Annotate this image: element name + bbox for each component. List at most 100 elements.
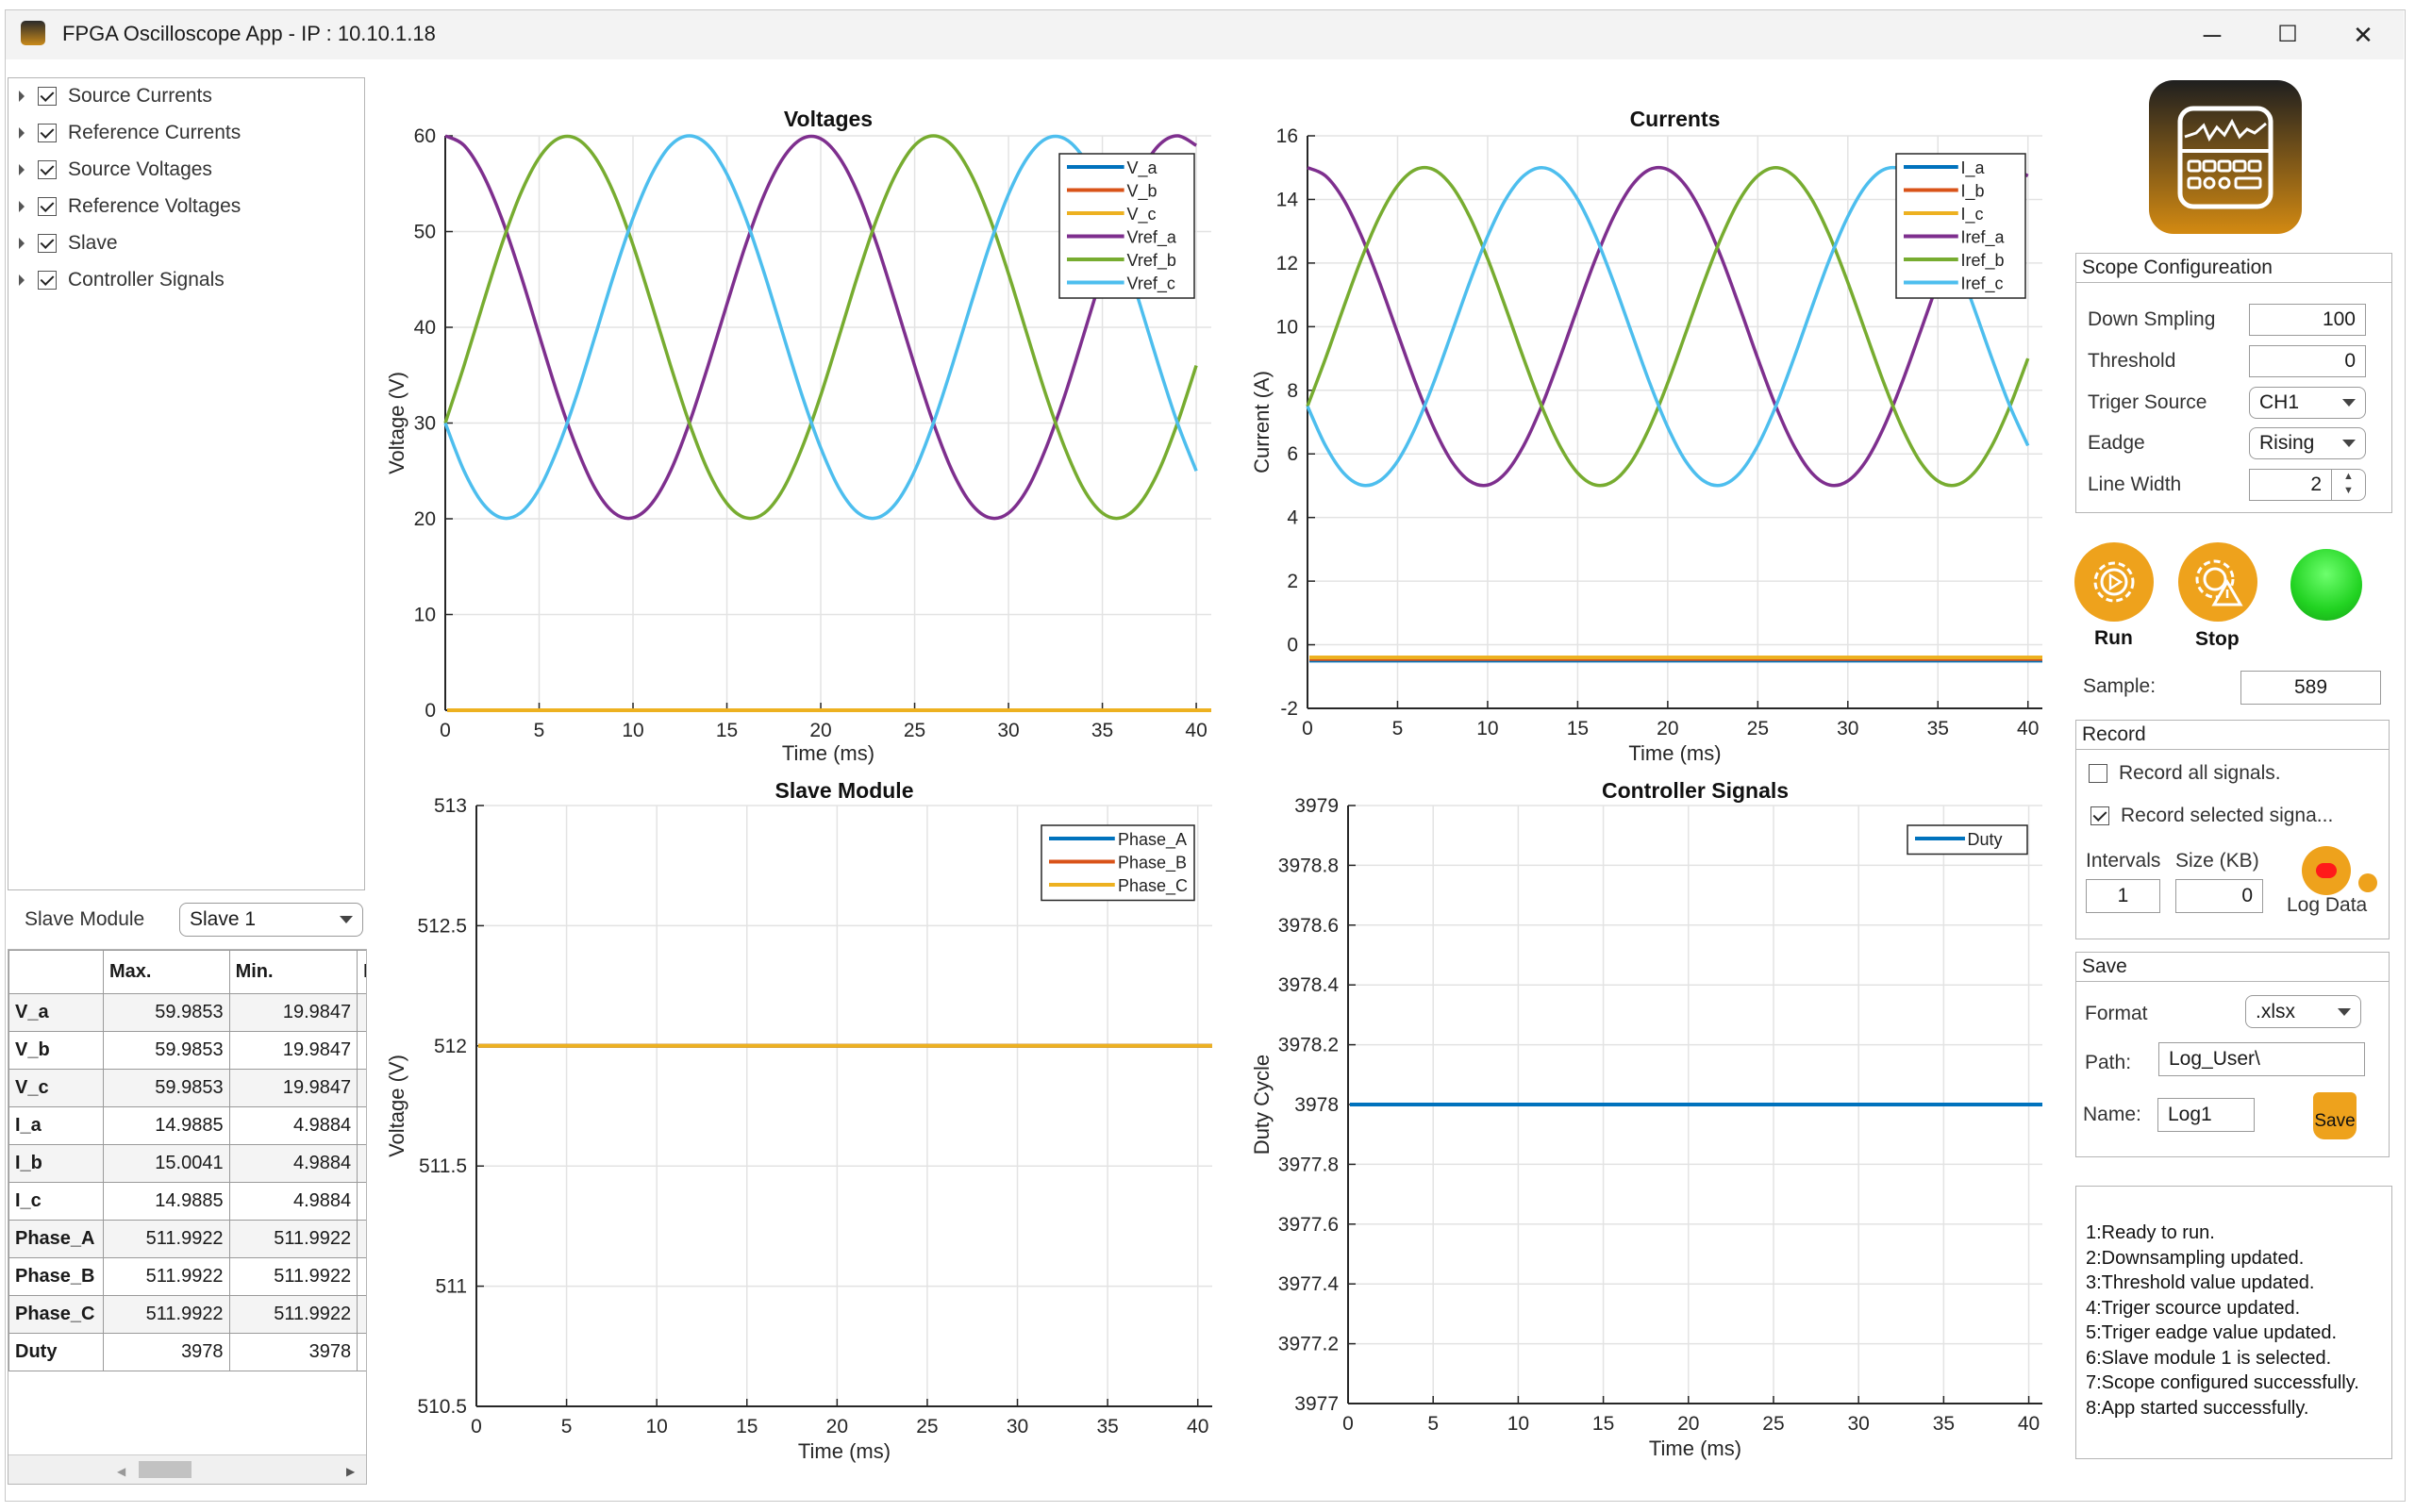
scroll-left-icon[interactable]: ◀ — [117, 1465, 126, 1478]
legend-box — [1058, 153, 1195, 299]
trigger-source-dropdown[interactable]: CH1 — [2249, 387, 2366, 419]
max-cell: 59.9853 — [102, 1069, 230, 1107]
y-tick-label: 3978.2 — [1278, 1035, 1339, 1056]
intervals-input[interactable]: 1 — [2086, 879, 2160, 913]
x-tick-label: 20 — [826, 1416, 848, 1437]
column-header[interactable] — [8, 950, 104, 994]
log-message: 7:Scope configured successfully. — [2086, 1372, 2359, 1393]
y-axis-label: Current (A) — [1250, 371, 1274, 474]
trigger-source-value: CH1 — [2259, 391, 2300, 413]
row-label: I_a — [8, 1106, 104, 1145]
checkbox-checked[interactable] — [38, 234, 57, 253]
horizontal-scrollbar[interactable]: ◀ ▶ — [8, 1454, 366, 1484]
down-sampling-input[interactable]: 100 — [2249, 304, 2366, 336]
tree-item[interactable]: Source Voltages — [19, 156, 212, 184]
x-axis-label: Time (ms) — [798, 1439, 891, 1463]
x-axis-label: Time (ms) — [782, 741, 874, 765]
x-tick-label: 30 — [1847, 1413, 1869, 1435]
y-tick-label: 512 — [434, 1036, 467, 1057]
checkbox-checked[interactable] — [38, 197, 57, 216]
tree-item[interactable]: Reference Currents — [19, 119, 241, 147]
chart-title: Slave Module — [775, 778, 914, 803]
table-row: Phase_C 511.9922 511.9922 — [8, 1295, 366, 1334]
checkbox-checked[interactable] — [38, 160, 57, 179]
expand-arrow-icon[interactable] — [19, 91, 25, 102]
record-selected-signals-checkbox[interactable]: Record selected signa... — [2090, 802, 2333, 830]
checkbox-checked[interactable] — [2090, 806, 2109, 825]
log-data-label: Log Data — [2287, 894, 2368, 916]
y-tick-label: 50 — [414, 222, 436, 243]
record-selected-signals-label: Record selected signa... — [2121, 805, 2334, 826]
y-axis-label: Duty Cycle — [1250, 1055, 1274, 1155]
legend-entry: Vref_b — [1127, 251, 1176, 271]
threshold-label: Threshold — [2088, 350, 2176, 372]
log-data-button[interactable] — [2302, 846, 2351, 895]
minimize-button[interactable]: ─ — [2203, 21, 2222, 49]
tree-item[interactable]: Slave — [19, 229, 118, 258]
legend-entry: V_a — [1127, 158, 1158, 178]
tree-item[interactable]: Controller Signals — [19, 266, 225, 294]
line-width-spinner[interactable]: ▲ ▼ — [2332, 469, 2366, 501]
app-logo — [2149, 80, 2302, 234]
table-row: V_b 59.9853 19.9847 — [8, 1031, 366, 1070]
x-tick-label: 40 — [1185, 720, 1207, 741]
line-width-input[interactable]: 2 — [2249, 469, 2332, 501]
table-row: Phase_A 511.9922 511.9922 — [8, 1220, 366, 1258]
row-label: V_a — [8, 993, 104, 1032]
y-tick-label: 8 — [1287, 380, 1298, 402]
chevron-down-icon — [2338, 1007, 2351, 1016]
tree-item[interactable]: Source Currents — [19, 82, 212, 110]
y-tick-label: 3978.4 — [1278, 974, 1340, 996]
close-button[interactable]: ✕ — [2353, 21, 2373, 49]
x-tick-label: 25 — [1747, 718, 1769, 739]
sample-label: Sample: — [2083, 675, 2157, 697]
expand-arrow-icon[interactable] — [19, 201, 25, 212]
slave-module-dropdown[interactable]: Slave 1 — [179, 903, 363, 937]
maximize-button[interactable]: ☐ — [2277, 22, 2298, 47]
edge-dropdown[interactable]: Rising — [2249, 427, 2366, 459]
line-width-label: Line Width — [2088, 474, 2182, 495]
scroll-right-icon[interactable]: ▶ — [346, 1465, 356, 1478]
stop-button[interactable] — [2178, 542, 2257, 622]
run-button[interactable] — [2074, 542, 2154, 622]
x-tick-label: 20 — [1677, 1413, 1699, 1435]
log-message: 2:Downsampling updated. — [2086, 1247, 2305, 1269]
chart-legend: Phase_A Phase_B Phase_C — [1041, 824, 1195, 902]
checkbox-unchecked[interactable] — [2089, 764, 2107, 783]
legend-entry: I_a — [1961, 158, 1986, 178]
save-button[interactable]: Save — [2313, 1092, 2357, 1139]
tree-item[interactable]: Reference Voltages — [19, 192, 241, 221]
scrollbar-thumb[interactable] — [139, 1461, 192, 1478]
legend-entry: Phase_B — [1118, 854, 1187, 873]
checkbox-checked[interactable] — [38, 124, 57, 142]
legend-entry: V_b — [1127, 182, 1158, 202]
column-header[interactable]: Min. — [228, 950, 358, 994]
x-tick-label: 15 — [716, 720, 738, 741]
min-cell: 3978 — [228, 1333, 358, 1371]
threshold-input[interactable]: 0 — [2249, 345, 2366, 377]
record-all-signals-label: Record all signals. — [2119, 762, 2281, 784]
x-tick-label: 0 — [440, 720, 451, 741]
format-dropdown[interactable]: .xlsx — [2245, 995, 2361, 1028]
y-tick-label: 3979 — [1294, 795, 1339, 817]
checkbox-checked[interactable] — [38, 271, 57, 290]
min-cell: 511.9922 — [228, 1220, 358, 1258]
max-cell: 59.9853 — [102, 1031, 230, 1070]
path-input[interactable]: Log_User\ — [2158, 1042, 2365, 1076]
expand-arrow-icon[interactable] — [19, 164, 25, 175]
name-input[interactable]: Log1 — [2157, 1098, 2255, 1132]
record-all-signals-checkbox[interactable]: Record all signals. — [2089, 759, 2281, 788]
x-tick-label: 15 — [736, 1416, 758, 1437]
legend-entry: Vref_c — [1127, 274, 1175, 294]
expand-arrow-icon[interactable] — [19, 274, 25, 286]
x-tick-label: 10 — [1476, 718, 1498, 739]
x-tick-label: 30 — [1837, 718, 1858, 739]
row-label: Phase_C — [8, 1295, 104, 1334]
intervals-label: Intervals — [2086, 850, 2161, 872]
expand-arrow-icon[interactable] — [19, 238, 25, 249]
x-tick-label: 25 — [904, 720, 925, 741]
expand-arrow-icon[interactable] — [19, 127, 25, 139]
checkbox-checked[interactable] — [38, 87, 57, 106]
tree-item-label: Slave — [68, 232, 118, 254]
